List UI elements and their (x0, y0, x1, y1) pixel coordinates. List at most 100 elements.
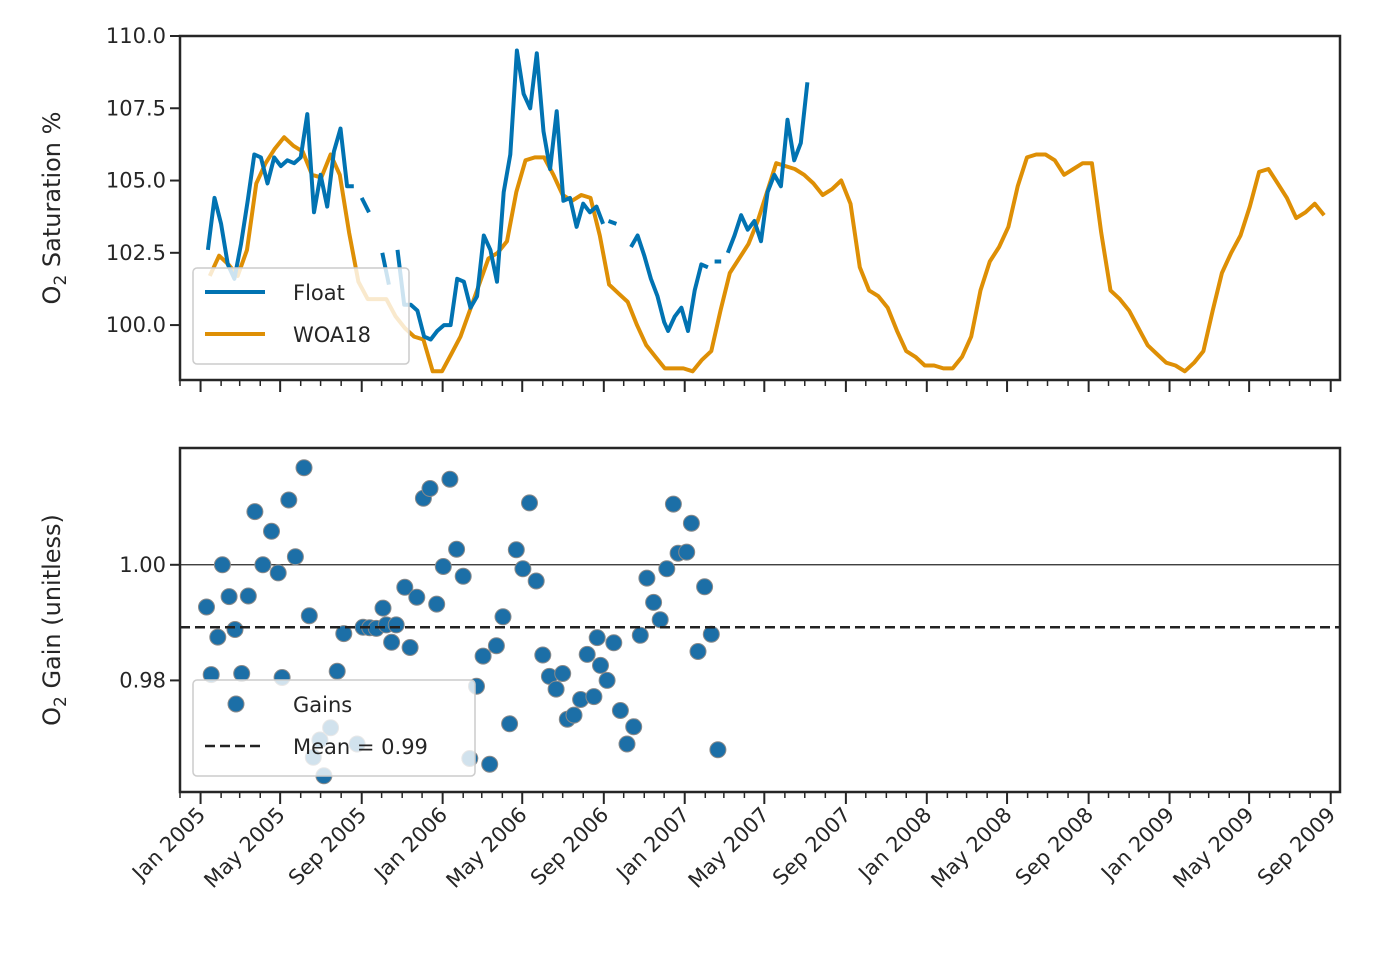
x-tick-label: May 2007 (684, 803, 774, 893)
gain-point (696, 578, 714, 596)
gain-point (401, 639, 419, 656)
gain-point (454, 567, 472, 585)
gain-point (702, 625, 720, 643)
gain-point (300, 607, 318, 625)
legend: Gains Mean = 0.99 (192, 679, 476, 777)
series-float-line-segment (359, 196, 371, 214)
gain-point (383, 633, 401, 651)
series-float-line-segment (725, 82, 810, 254)
x-tick-label: Sep 2005 (284, 803, 371, 890)
x-tick-label: Jan 2007 (610, 803, 694, 887)
gain-point (585, 688, 603, 706)
gain-point (286, 548, 304, 566)
gain-point (226, 621, 244, 638)
gain-point (263, 522, 280, 540)
y-tick-label: 100.0 (106, 313, 166, 337)
series-float-line-segment (629, 233, 709, 333)
gain-point (239, 587, 257, 605)
gain-point (638, 569, 656, 587)
x-tick-label: Jan 2009 (1095, 803, 1179, 887)
gain-point (246, 503, 264, 521)
gain-point (209, 628, 227, 646)
x-tick-label: May 2005 (199, 803, 289, 893)
gain-point (598, 671, 616, 689)
gain-point (328, 662, 346, 680)
y-tick-label: 107.5 (106, 96, 166, 120)
y-axis-title-main: O (38, 707, 66, 726)
x-tick-label: May 2006 (442, 803, 532, 893)
gain-point (547, 680, 565, 698)
y-axis-title-rest: Gain (unitless) (38, 514, 66, 696)
gain-point (611, 702, 629, 719)
gain-point (481, 755, 499, 773)
gain-point (554, 665, 572, 682)
gain-point (651, 611, 669, 629)
gain-point (588, 629, 606, 647)
gain-point (198, 598, 215, 616)
gain-point (682, 514, 700, 532)
legend-mean-label: Mean = 0.99 (293, 735, 428, 759)
series-float-line-segment (607, 219, 618, 226)
legend: Float WOA18 (192, 267, 410, 365)
gain-point (387, 616, 405, 634)
x-tick-label: Sep 2008 (1011, 803, 1098, 890)
gain-point (254, 556, 272, 574)
legend-float-label: Float (293, 281, 345, 305)
gain-point (421, 480, 439, 497)
gain-point (631, 626, 649, 644)
gain-point (269, 564, 287, 582)
gain-point (448, 540, 466, 558)
gain-point (678, 543, 696, 561)
gain-point (434, 558, 452, 575)
x-tick-label: Jan 2006 (368, 803, 452, 887)
gain-point (507, 541, 525, 559)
gain-point (565, 706, 583, 724)
y-axis-title-main: O (38, 286, 66, 305)
gain-point (494, 608, 512, 626)
x-tick-label: Sep 2009 (1253, 803, 1340, 890)
gain-point (514, 560, 532, 578)
gain-point (295, 459, 313, 477)
gain-point (658, 560, 676, 578)
gain-point (474, 647, 492, 665)
x-tick-label: Sep 2007 (768, 803, 855, 890)
gain-point (592, 656, 609, 674)
legend-box (192, 679, 476, 777)
gain-point (233, 665, 251, 682)
y-axis-title-rest: Saturation % (38, 112, 66, 275)
y-tick-label: 110.0 (106, 24, 166, 48)
gain-point (408, 588, 426, 606)
gain-point (578, 645, 596, 663)
y-tick-label: 1.00 (119, 553, 166, 577)
y-axis-title-sub: 2 (51, 696, 71, 707)
gain-point (335, 625, 353, 643)
x-tick-label: May 2009 (1168, 803, 1258, 893)
gain-point (664, 495, 682, 513)
gain-point (689, 643, 707, 660)
panel-1: 100.0 102.5 105.0 107.5 110.0 O2 Saturation %… (38, 24, 1342, 392)
gain-point (374, 599, 392, 617)
x-tick-label: Jan 2005 (126, 803, 210, 887)
gain-point (534, 646, 552, 664)
axes-frame (178, 34, 1342, 382)
gain-point (618, 735, 636, 753)
y-tick-label: 105.0 (106, 169, 166, 193)
x-tick-label: May 2008 (926, 803, 1016, 893)
gain-point (428, 595, 446, 613)
gain-point (396, 578, 414, 596)
x-tick-label: Sep 2006 (526, 803, 613, 890)
gain-point (527, 572, 545, 590)
legend-gains-label: Gains (293, 693, 352, 717)
legend-gains-swatch (227, 695, 245, 713)
gain-point (487, 637, 505, 655)
y-axis-title-sub: 2 (51, 275, 71, 286)
gain-point (625, 718, 643, 736)
y-axis-title: O2 Saturation % (38, 112, 71, 305)
series-float-line-segment (395, 48, 605, 342)
panel-2: 0.98 1.00 O2 Gain (unitless) Gains Mean = 0.… (38, 446, 1342, 804)
gain-point (605, 634, 623, 652)
gain-point (441, 470, 459, 488)
y-axis-title: O2 Gain (unitless) (38, 514, 71, 726)
gain-point (501, 715, 519, 733)
